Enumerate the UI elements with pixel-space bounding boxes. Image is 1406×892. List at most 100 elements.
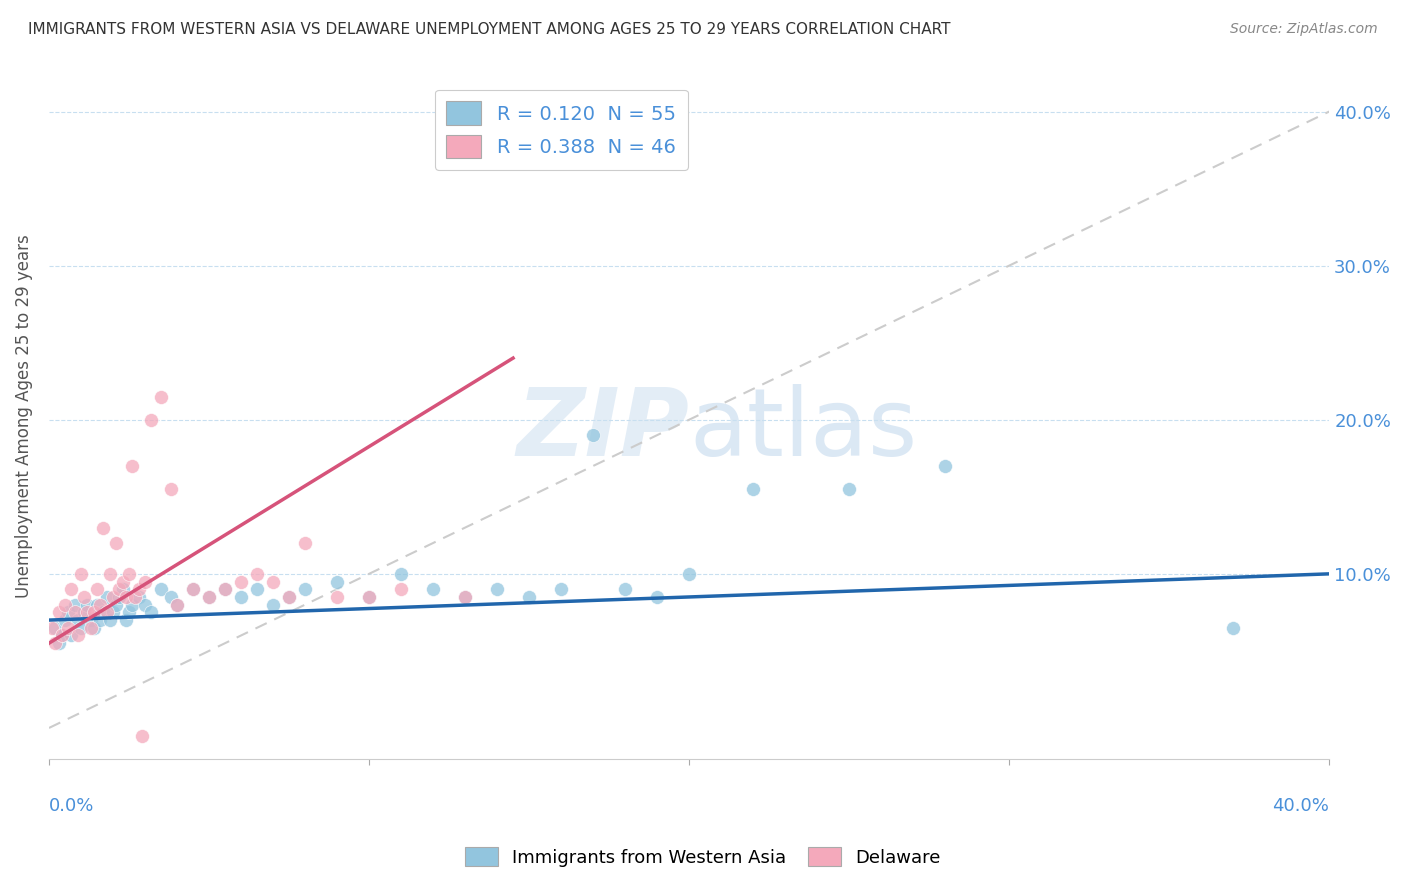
Point (48, 636, 70, 650)
Point (214, 582, 236, 597)
Point (93, 520, 115, 534)
Point (246, 582, 269, 597)
Point (181, 582, 204, 597)
Point (389, 566, 412, 581)
Point (108, 590, 131, 604)
Point (51, 628, 73, 642)
Point (181, 582, 204, 597)
Point (76, 606, 98, 620)
Point (934, 458, 956, 473)
Point (262, 598, 284, 612)
Point (101, 590, 124, 604)
Point (76, 598, 98, 612)
Point (118, 566, 141, 581)
Point (582, 428, 605, 442)
Point (159, 482, 181, 496)
Point (454, 590, 477, 604)
Point (124, 590, 146, 604)
Point (93, 606, 115, 620)
Point (70, 621, 93, 635)
Point (114, 590, 136, 604)
Point (229, 574, 252, 589)
Point (134, 598, 156, 612)
Point (53, 613, 76, 627)
Point (96, 606, 118, 620)
Point (53, 598, 76, 612)
Point (83, 621, 105, 635)
Point (118, 606, 141, 620)
Point (389, 582, 412, 597)
Point (86, 598, 108, 612)
Point (105, 598, 128, 612)
Point (141, 413, 163, 427)
Point (422, 582, 444, 597)
Point (614, 582, 637, 597)
Point (56, 621, 79, 635)
Point (66, 613, 89, 627)
Point (294, 582, 316, 597)
Point (41, 621, 63, 635)
Point (121, 598, 143, 612)
Point (150, 582, 173, 597)
Point (678, 566, 700, 581)
Point (326, 590, 349, 604)
Point (98, 566, 121, 581)
Point (357, 590, 380, 604)
Text: IMMIGRANTS FROM WESTERN ASIA VS DELAWARE UNEMPLOYMENT AMONG AGES 25 TO 29 YEARS : IMMIGRANTS FROM WESTERN ASIA VS DELAWARE… (28, 22, 950, 37)
Point (128, 582, 150, 597)
Point (134, 574, 156, 589)
Point (79, 621, 101, 635)
Point (101, 606, 124, 620)
Point (326, 574, 349, 589)
Point (262, 574, 284, 589)
Point (278, 590, 301, 604)
Point (246, 566, 269, 581)
Point (229, 590, 252, 604)
Text: 40.0%: 40.0% (1272, 797, 1329, 814)
Point (89, 613, 111, 627)
Point (56, 606, 79, 620)
Text: atlas: atlas (689, 384, 917, 475)
Point (486, 582, 509, 597)
Point (66, 628, 89, 642)
Point (108, 582, 131, 597)
Point (517, 590, 540, 604)
Text: Source: ZipAtlas.com: Source: ZipAtlas.com (1230, 22, 1378, 37)
Point (60, 628, 83, 642)
Point (114, 613, 136, 627)
Point (48, 606, 70, 620)
Point (79, 613, 101, 627)
Y-axis label: Unemployment Among Ages 25 to 29 years: Unemployment Among Ages 25 to 29 years (15, 234, 32, 598)
Point (63, 598, 86, 612)
Point (111, 582, 134, 597)
Point (51, 628, 73, 642)
Point (838, 482, 860, 496)
Point (141, 606, 163, 620)
Point (60, 582, 83, 597)
Point (278, 590, 301, 604)
Text: 0.0%: 0.0% (49, 797, 94, 814)
Point (214, 582, 236, 597)
Legend: Immigrants from Western Asia, Delaware: Immigrants from Western Asia, Delaware (458, 840, 948, 874)
Point (63, 606, 86, 620)
Point (166, 598, 188, 612)
Point (294, 536, 316, 550)
Point (357, 590, 380, 604)
Point (73, 590, 96, 604)
Point (166, 598, 188, 612)
Point (198, 590, 221, 604)
Point (73, 606, 96, 620)
Point (128, 590, 150, 604)
Point (111, 574, 134, 589)
Point (198, 590, 221, 604)
Text: ZIP: ZIP (516, 384, 689, 475)
Point (44, 636, 66, 650)
Point (454, 590, 477, 604)
Point (89, 598, 111, 612)
Point (645, 590, 668, 604)
Point (742, 482, 765, 496)
Point (96, 590, 118, 604)
Point (70, 566, 93, 581)
Point (121, 458, 143, 473)
Point (550, 582, 572, 597)
